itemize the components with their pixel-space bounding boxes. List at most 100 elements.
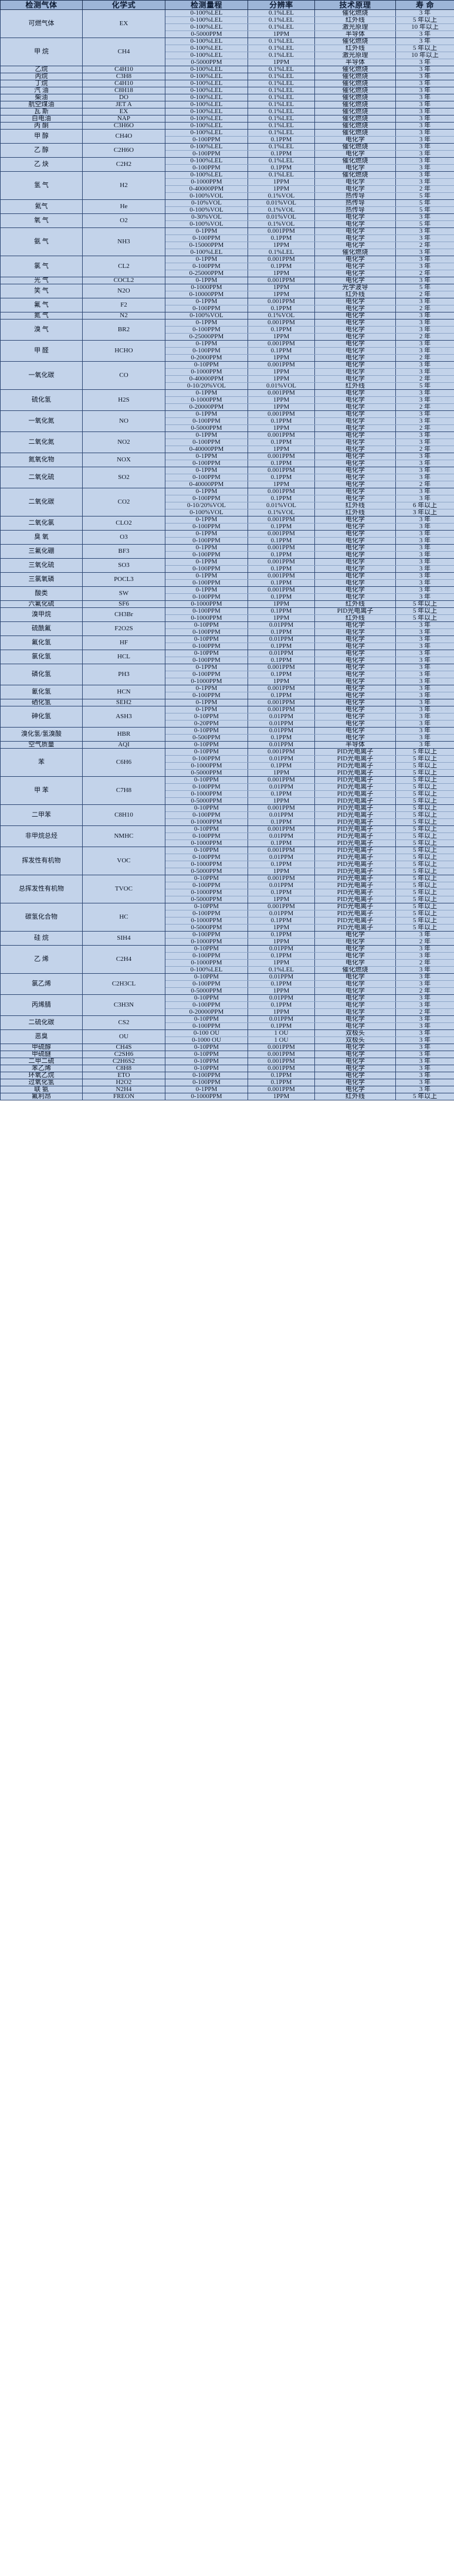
cell-range: 0-100%LEL <box>165 157 248 165</box>
cell-range: 0-100%VOL <box>165 206 248 214</box>
cell-technology: 电化学 <box>314 375 396 383</box>
cell-range: 0-25000PPM <box>165 333 248 341</box>
cell-technology: 电化学 <box>314 931 396 939</box>
cell-lifetime: 3 年 <box>395 467 454 474</box>
cell-lifetime: 2 年 <box>395 424 454 432</box>
cell-technology: 电化学 <box>314 270 396 277</box>
cell-technology: 催化燃烧 <box>314 38 396 45</box>
cell-technology: PID光电离子 <box>314 755 396 763</box>
cell-lifetime: 5 年以上 <box>395 875 454 882</box>
cell-chemical-formula: NOX <box>82 453 165 467</box>
cell-lifetime: 3 年 <box>395 164 454 172</box>
cell-lifetime: 3 年 <box>395 544 454 552</box>
cell-chemical-formula: SO3 <box>82 558 165 573</box>
cell-lifetime: 3 年 <box>395 706 454 713</box>
column-header-resolution: 分辨率 <box>248 0 315 10</box>
cell-range: 0-100%LEL <box>165 87 248 94</box>
cell-range: 0-100%LEL <box>165 45 248 52</box>
cell-lifetime: 3 年 <box>395 474 454 481</box>
cell-resolution: 0.001PPM <box>248 453 315 460</box>
cell-technology: 电化学 <box>314 185 396 193</box>
cell-range: 0-100PPM <box>165 439 248 446</box>
cell-resolution: 0.01PPM <box>248 755 315 763</box>
cell-range: 0-100%LEL <box>165 73 248 80</box>
cell-resolution: 0.001PPM <box>248 516 315 524</box>
cell-chemical-formula: C8H18 <box>82 87 165 94</box>
cell-range: 0-10PPM <box>165 1065 248 1072</box>
cell-resolution: 0.1PPM <box>248 439 315 446</box>
cell-range: 0-10PPM <box>165 847 248 854</box>
cell-resolution: 0.1PPM <box>248 495 315 502</box>
cell-gas-name: 二氧化氯 <box>0 516 83 531</box>
table-row: 柴油 DO 0-100%LEL 0.1%LEL 催化燃烧 3 年 <box>0 94 454 101</box>
cell-lifetime: 2 年 <box>395 185 454 193</box>
cell-lifetime: 5 年以上 <box>395 790 454 798</box>
cell-technology: 电化学 <box>314 565 396 573</box>
cell-lifetime: 3 年 <box>395 389 454 397</box>
cell-range: 0-1000PPM <box>165 368 248 376</box>
cell-chemical-formula: C4H10 <box>82 66 165 73</box>
cell-technology: 电化学 <box>314 256 396 263</box>
cell-technology: 电化学 <box>314 628 396 636</box>
cell-range: 0-1PPM <box>165 453 248 460</box>
cell-resolution: 0.1PPM <box>248 931 315 939</box>
table-row: 0-1000PPM 0.1PPM PID光电离子 5 年以上 <box>1 861 454 868</box>
cell-range: 0-1PPM <box>165 586 248 594</box>
table-row: 0-10000PPM 1PPM 红外线 2 年 <box>1 291 454 298</box>
cell-resolution: 0.1PPM <box>248 952 315 960</box>
cell-gas-name: 环氧乙烷 <box>0 1072 83 1079</box>
cell-lifetime: 3 年 <box>395 227 454 235</box>
table-row: 二氧化硫 SO2 0-1PPM 0.001PPM 电化学 3 年 <box>0 467 454 488</box>
table-row: 一氧化碳 CO 0-10PPM 0.001PPM 电化学 3 年 <box>0 361 454 390</box>
cell-chemical-formula: SO2 <box>82 467 165 488</box>
table-row: 过氧化氢 H2O2 0-100PPM 0.1PPM 电化学 3 年 <box>0 1079 454 1086</box>
cell-technology: 电化学 <box>314 1044 396 1051</box>
cell-resolution: 0.001PPM <box>248 699 315 706</box>
cell-technology: 电化学 <box>314 657 396 664</box>
cell-technology: 电化学 <box>314 586 396 594</box>
cell-resolution: 0.1PPM <box>248 593 315 601</box>
cell-range: 0-5000PPM <box>165 769 248 777</box>
cell-resolution: 0.1PPM <box>248 263 315 270</box>
cell-lifetime: 3 年 <box>395 277 454 284</box>
cell-range: 0-100PPM <box>165 136 248 144</box>
cell-resolution: 0.1%VOL <box>248 192 315 200</box>
cell-technology: 电化学 <box>314 1086 396 1093</box>
cell-gas-name: 氨 气 <box>0 227 83 256</box>
cell-lifetime: 3 年 <box>395 235 454 242</box>
cell-lifetime: 3 年 <box>395 150 454 158</box>
cell-chemical-formula: F2O2S <box>82 621 165 636</box>
cell-lifetime: 3 年 <box>395 298 454 305</box>
cell-lifetime: 5 年以上 <box>395 769 454 777</box>
cell-range: 0-100PPM <box>165 952 248 960</box>
cell-gas-name: 砷化氢 <box>0 706 83 728</box>
cell-lifetime: 2 年 <box>395 333 454 341</box>
cell-technology: 电化学 <box>314 453 396 460</box>
cell-lifetime: 2 年 <box>395 270 454 277</box>
cell-lifetime: 3 年 <box>395 213 454 221</box>
cell-technology: 催化燃烧 <box>314 249 396 256</box>
table-row: 二甲二硫 C2H6S2 0-10PPM 0.001PPM 电化学 3 年 <box>0 1058 454 1065</box>
cell-range: 0-1PPM <box>165 558 248 566</box>
cell-resolution: 0.01PPM <box>248 945 315 953</box>
cell-chemical-formula: CH4O <box>82 129 165 144</box>
cell-gas-name: 碳氢化合物 <box>0 903 83 932</box>
cell-lifetime: 2 年 <box>395 481 454 488</box>
cell-technology: 激光原理 <box>314 23 396 31</box>
cell-resolution: 1PPM <box>248 368 315 376</box>
cell-resolution: 0.1PPM <box>248 980 315 988</box>
cell-resolution: 0.01PPM <box>248 713 315 721</box>
cell-range: 0-100%VOL <box>165 509 248 516</box>
cell-resolution: 0.1PPM <box>248 628 315 636</box>
cell-resolution: 0.1PPM <box>248 1072 315 1079</box>
cell-range: 0-100%LEL <box>165 80 248 87</box>
column-header-range: 检测量程 <box>165 0 248 10</box>
cell-resolution: 0.001PPM <box>248 298 315 305</box>
cell-gas-name: 瓦 斯 <box>0 108 83 115</box>
table-row: 0-1000PPM 0.1PPM PID光电离子 5 年以上 <box>1 917 454 925</box>
table-row: 0-100PPM 0.1PPM 电化学 3 年 <box>1 1022 454 1030</box>
cell-range: 0-40000PPM <box>165 185 248 193</box>
cell-range: 0-20000PPM <box>165 1008 248 1016</box>
cell-lifetime: 3 年 <box>395 256 454 263</box>
table-row: 0-10/20%VOL 0.01%VOL 红外线 6 年以上 <box>1 502 454 509</box>
